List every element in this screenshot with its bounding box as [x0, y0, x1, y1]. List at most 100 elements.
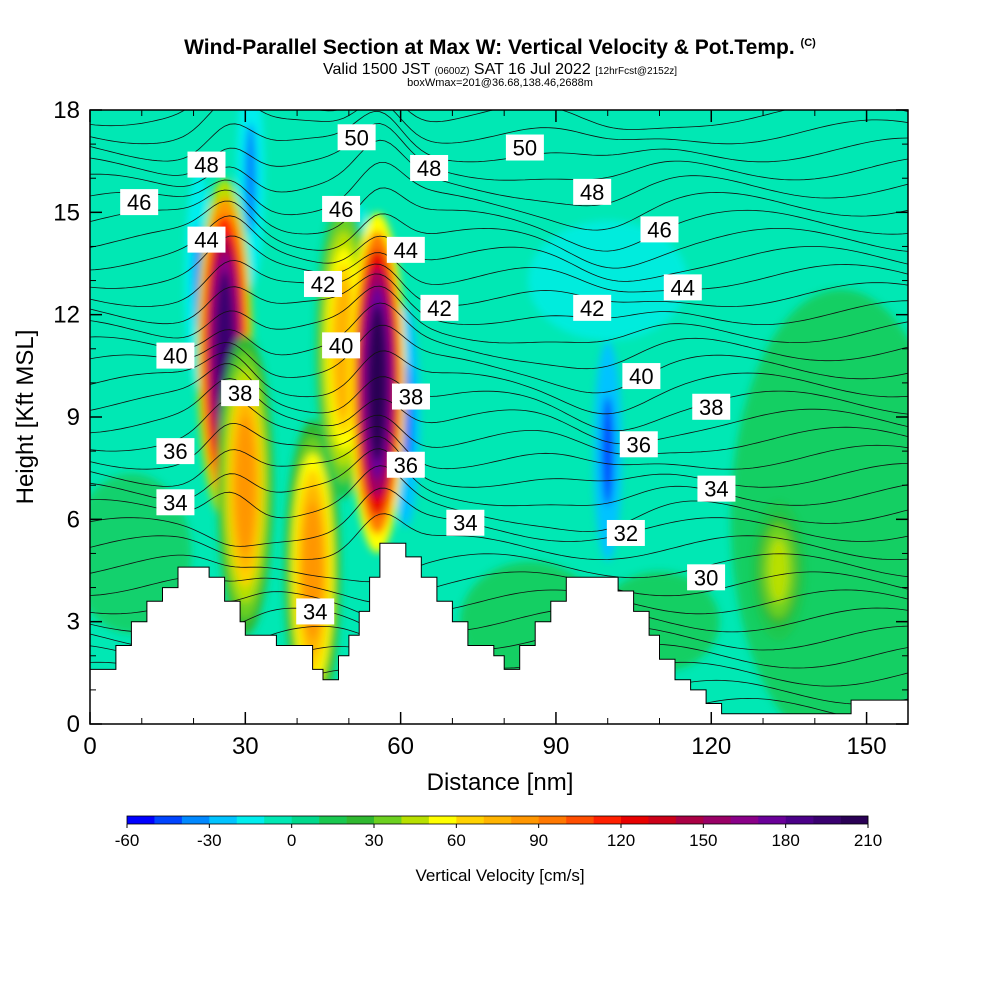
colorbar-swatch [566, 816, 594, 824]
theta-label-text: 34 [163, 490, 187, 515]
y-tick-label: 9 [67, 404, 80, 431]
theta-contour-line [90, 110, 908, 130]
colorbar-swatch [428, 816, 457, 824]
theta-label-text: 38 [699, 395, 723, 420]
theta-label-box [640, 216, 679, 243]
theta-label: 36 [619, 431, 658, 458]
theta-label-text: 38 [399, 385, 423, 410]
theta-label-box [120, 189, 159, 216]
x-tick-label: 60 [387, 733, 414, 760]
y-tick-label: 0 [67, 711, 80, 738]
theta-label-box [420, 294, 459, 321]
theta-label: 44 [663, 274, 702, 301]
theta-label-box [622, 363, 661, 390]
theta-contour-line [90, 571, 908, 603]
colorbar-tick-label: 0 [287, 831, 296, 850]
theta-contour-line [90, 350, 908, 415]
theta-label: 48 [187, 151, 226, 178]
colorbar-tick-label: 210 [854, 831, 882, 850]
colorbar-swatch [127, 816, 155, 824]
x-tick-label: 0 [83, 733, 96, 760]
updraft-band [367, 304, 388, 461]
theta-label: 34 [697, 475, 736, 502]
theta-label-box [156, 438, 195, 465]
theta-label: 34 [156, 489, 195, 516]
theta-label-text: 50 [344, 125, 368, 150]
theta-label-text: 34 [704, 477, 728, 502]
field-blobs [90, 110, 908, 724]
theta-contour-line [90, 513, 908, 561]
theta-label-box [386, 236, 425, 263]
theta-contour-line [90, 465, 908, 533]
colorbar-frame [126, 815, 869, 825]
forecast-info: [12hrFcst@2152z] [595, 66, 678, 77]
theta-contour-line [90, 260, 908, 307]
theta-label-box [303, 270, 342, 297]
colorbar-tick-label: -60 [115, 831, 140, 850]
theta-label-text: 46 [127, 190, 151, 215]
theta-contour-line [90, 448, 908, 507]
theta-contour-line [90, 553, 908, 583]
colorbar-swatch [346, 816, 375, 824]
theta-label-text: 42 [427, 296, 451, 321]
colorbar-swatch [621, 816, 649, 824]
theta-label-text: 48 [580, 180, 604, 205]
theta-label-box [156, 342, 195, 369]
theta-label: 40 [156, 342, 195, 369]
colorbar-swatch [758, 816, 786, 824]
terrain [89, 542, 909, 725]
theta-label: 38 [692, 393, 731, 420]
theta-label-text: 30 [694, 565, 718, 590]
theta-contour-line [90, 110, 908, 163]
theta-label-text: 34 [453, 511, 477, 536]
valid-time: Valid 1500 JST [322, 61, 430, 78]
colorbar-swatch [319, 816, 347, 824]
colorbar-swatch [401, 816, 430, 824]
copyright-mark: (C) [800, 37, 816, 49]
theta-label-box [663, 274, 702, 301]
theta-label-box [386, 451, 425, 478]
colorbar-tick-label: 30 [365, 831, 384, 850]
theta-label-text: 46 [329, 197, 353, 222]
colorbar-tick-label: 150 [689, 831, 717, 850]
theta-label-box [446, 509, 485, 536]
colorbar-swatch [291, 816, 320, 824]
theta-contour-line [90, 487, 908, 547]
theta-label-box [410, 154, 449, 181]
theta-contour-line [90, 363, 908, 432]
theta-label-text: 40 [163, 344, 187, 369]
theta-contour-line [90, 235, 908, 293]
updraft-band [235, 416, 255, 554]
colorbar-swatch [730, 816, 759, 824]
colorbar-swatch [785, 816, 814, 824]
theta-label: 46 [322, 195, 361, 222]
theta-label: 40 [322, 332, 361, 359]
theta-label-box [573, 294, 612, 321]
colorbar-swatch [511, 816, 539, 824]
theta-contour-line [90, 110, 908, 145]
y-tick-label: 15 [53, 199, 80, 226]
theta-label-text: 36 [627, 432, 651, 457]
theta-label-box [187, 226, 226, 253]
theta-label: 30 [687, 564, 726, 591]
x-tick-label: 30 [232, 733, 259, 760]
theta-label-text: 46 [647, 217, 671, 242]
y-tick-label: 6 [67, 506, 80, 533]
theta-label-text: 42 [311, 272, 335, 297]
theta-contour-line [90, 436, 908, 488]
theta-label: 44 [386, 236, 425, 263]
colorbar-swatch [703, 816, 732, 824]
theta-contour-line [90, 187, 908, 252]
theta-label: 42 [303, 270, 342, 297]
theta-label-box [505, 134, 544, 161]
theta-contour-line [90, 378, 908, 445]
theta-contour-line [90, 422, 908, 470]
colorbar-swatch [675, 816, 704, 824]
theta-label: 46 [640, 216, 679, 243]
colorbar-swatch [538, 816, 567, 824]
theta-label-text: 32 [614, 521, 638, 546]
theta-label-box [322, 195, 361, 222]
theta-label-box [573, 178, 612, 205]
